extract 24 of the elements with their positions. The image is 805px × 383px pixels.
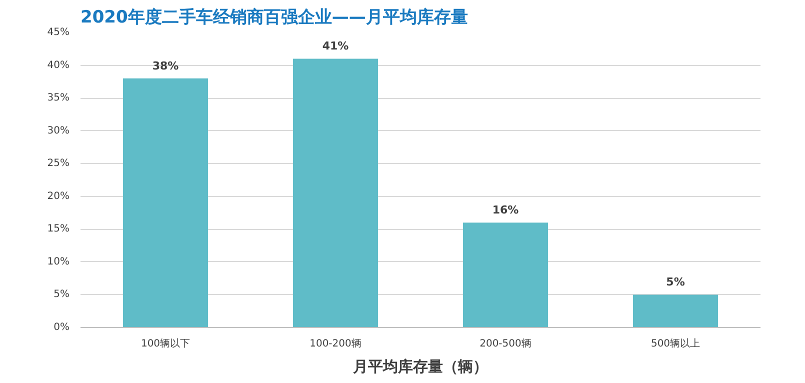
y-tick-label: 20% (47, 190, 70, 202)
y-tick-label: 15% (47, 224, 70, 235)
y-tick-label: 10% (47, 256, 70, 268)
x-tick-label: 200-500辆 (480, 338, 532, 350)
bar (123, 78, 208, 328)
data-label: 5% (666, 276, 685, 289)
y-tick-label: 5% (54, 289, 70, 300)
x-axis-title: 月平均库存量（辆） (352, 358, 488, 376)
bar (633, 294, 718, 328)
y-tick-label: 45% (47, 27, 70, 38)
data-label: 16% (492, 204, 519, 217)
x-tick-label: 100辆以下 (140, 338, 190, 350)
x-tick-label: 500辆以上 (650, 338, 700, 350)
data-label: 38% (152, 59, 179, 72)
bar (293, 58, 378, 328)
y-tick-label: 0% (54, 322, 70, 333)
y-tick-label: 40% (47, 60, 70, 71)
y-tick-label: 35% (47, 92, 70, 104)
y-tick-label: 25% (47, 158, 70, 170)
data-label: 41% (322, 40, 349, 53)
chart-title: 2020年度二手车经销商百强企业——月平均库存量 (80, 8, 468, 28)
y-tick-label: 30% (47, 125, 70, 136)
bar (463, 222, 548, 328)
x-tick-label: 100-200辆 (310, 338, 362, 350)
